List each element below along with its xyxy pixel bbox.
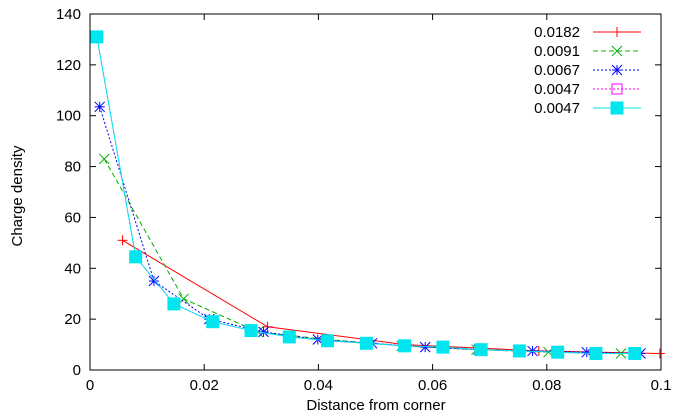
series-line [122,239,660,354]
legend-marker [612,27,622,37]
data-point [419,341,431,353]
x-tick-label: 0.1 [651,377,672,394]
x-tick-label: 0.04 [304,377,333,394]
legend-marker [611,45,623,57]
legend-marker [611,64,623,76]
legend-marker [610,101,624,115]
series-5 [90,30,642,360]
legend-label: 0.0182 [534,24,580,41]
data-point [359,336,373,350]
data-point [654,348,665,359]
legend-label: 0.0047 [534,81,580,98]
y-axis-label: Charge density [9,145,26,246]
data-point [474,343,488,357]
axes: 0 0.02 0.04 0.06 0.08 0.1 0 20 40 60 80 100 120 140 [56,6,671,394]
data-point [436,340,450,354]
series-1 [117,235,665,359]
y-tick-label: 100 [56,108,81,125]
legend-entry: 0.0067 [534,62,641,79]
x-tick-label: 0.02 [190,377,219,394]
y-tick-label: 120 [56,57,81,74]
series-3 [94,101,646,359]
data-point [589,346,603,360]
legend-label: 0.0047 [534,100,580,117]
x-tick-label: 0.06 [418,377,447,394]
legend-entry: 0.0091 [534,43,641,60]
data-point [90,30,104,44]
y-tick-label: 40 [64,260,81,277]
plot-frame [89,13,662,371]
y-tick-label: 80 [64,159,81,176]
data-point [129,250,143,264]
data-point [98,153,110,165]
data-point [148,275,160,287]
data-point [321,334,335,348]
data-point [282,330,296,344]
x-tick-label: 0 [86,377,94,394]
y-tick-label: 20 [64,311,81,328]
x-tick-label: 0.08 [532,377,561,394]
data-point [117,235,128,246]
data-point [206,315,220,329]
plot-area [90,30,665,360]
data-point [398,339,412,353]
data-point [167,297,181,311]
data-point [628,346,642,360]
legend-marker [611,83,623,95]
y-tick-label: 140 [56,6,81,23]
y-tick-label: 60 [64,209,81,226]
legend-label: 0.0067 [534,62,580,79]
x-axis-label: Distance from corner [306,397,445,414]
y-tick-label: 0 [73,362,81,379]
legend-entry: 0.0047 [534,100,641,117]
legend-entry: 0.0182 [534,24,641,41]
data-point [244,324,258,338]
legend: 0.0182 0.0091 0.0067 0.0047 0.0047 [534,24,641,117]
series-line [103,158,622,354]
legend-label: 0.0091 [534,43,580,60]
series-2 [98,153,627,359]
data-point [262,321,273,332]
series-line [99,106,641,354]
data-point [551,345,565,359]
legend-entry: 0.0047 [534,81,641,98]
data-point [512,344,526,358]
data-point [94,101,106,113]
